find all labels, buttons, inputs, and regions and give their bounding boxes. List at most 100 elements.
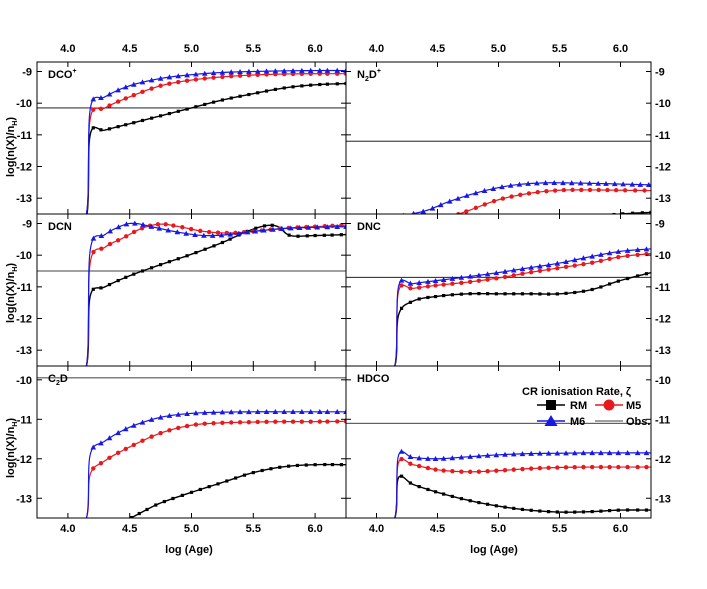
m6-point-marker bbox=[123, 221, 130, 227]
series-markers-rm bbox=[91, 223, 343, 291]
m6-point-marker bbox=[467, 453, 473, 459]
m6-point-marker bbox=[589, 450, 595, 456]
rm-point-marker bbox=[636, 274, 640, 278]
m5-point-marker bbox=[616, 254, 621, 260]
rm-point-marker bbox=[212, 244, 216, 248]
m5-point-marker bbox=[632, 188, 638, 193]
m6-point-marker bbox=[481, 187, 488, 193]
m5-point-marker bbox=[555, 465, 560, 470]
rm-point-marker bbox=[254, 226, 258, 230]
m5-point-marker bbox=[635, 252, 640, 257]
rm-point-marker bbox=[176, 109, 180, 113]
m5-point-marker bbox=[537, 465, 543, 471]
m6-point-marker bbox=[193, 410, 199, 416]
panel-dco bbox=[37, 67, 346, 214]
m6-point-marker bbox=[74, 378, 80, 383]
m6-point-marker bbox=[484, 271, 491, 277]
y-axis-title-sub: H bbox=[12, 422, 19, 427]
m5-point-marker bbox=[416, 463, 422, 469]
m6-point-marker bbox=[467, 273, 473, 279]
y-tick-label: -10 bbox=[16, 375, 32, 387]
series-markers-m6 bbox=[65, 408, 346, 540]
rm-point-marker bbox=[555, 292, 559, 296]
panel-label-c2d: C2D bbox=[48, 373, 68, 387]
rm-point-marker bbox=[225, 479, 229, 483]
m6-point-marker bbox=[432, 455, 439, 462]
m5-point-marker bbox=[459, 280, 464, 286]
m5-point-marker bbox=[115, 99, 121, 104]
m6-point-marker bbox=[510, 451, 517, 457]
m5-point-marker bbox=[131, 442, 136, 448]
m5-point-marker bbox=[528, 466, 534, 471]
rm-point-marker bbox=[567, 219, 570, 222]
m5-point-marker bbox=[464, 209, 469, 214]
m5-point-marker bbox=[220, 74, 225, 80]
m6-point-marker bbox=[236, 230, 242, 236]
m5-point-marker bbox=[140, 438, 145, 443]
m6-point-marker bbox=[139, 419, 146, 425]
m6-point-marker bbox=[115, 430, 121, 436]
rm-point-marker bbox=[107, 127, 112, 131]
m5-point-marker bbox=[450, 281, 455, 286]
m6-point-marker bbox=[493, 452, 500, 458]
series-line-m6 bbox=[408, 182, 651, 214]
m6-point-marker bbox=[577, 180, 584, 186]
rm-point-marker bbox=[124, 275, 128, 279]
m5-point-marker bbox=[563, 465, 569, 470]
m5-point-marker bbox=[83, 368, 87, 372]
x-tick-label-bottom: 5.5 bbox=[552, 523, 567, 535]
y-tick-label: -10 bbox=[655, 375, 671, 387]
m6-point-marker bbox=[174, 229, 181, 235]
y-tick-label: -11 bbox=[655, 414, 670, 426]
m6-point-marker bbox=[391, 366, 397, 371]
rm-point-marker bbox=[203, 247, 207, 251]
m6-point-marker bbox=[554, 260, 561, 266]
rm-point-marker bbox=[116, 278, 120, 283]
y-tick-label: -13 bbox=[16, 345, 32, 357]
m6-point-marker bbox=[139, 79, 146, 85]
rm-point-marker bbox=[477, 500, 481, 505]
m6-point-marker bbox=[98, 232, 105, 238]
m6-point-marker bbox=[65, 535, 71, 540]
frame-layer bbox=[36, 61, 652, 519]
legend-rm-square-icon bbox=[546, 400, 556, 410]
m6-point-marker bbox=[643, 450, 650, 456]
m5-point-marker bbox=[107, 241, 113, 247]
m5-point-marker bbox=[502, 468, 508, 473]
m5-point-marker bbox=[282, 419, 287, 424]
rm-point-marker bbox=[304, 463, 308, 467]
m5-point-marker bbox=[184, 78, 190, 83]
m6-point-marker bbox=[502, 451, 508, 457]
m6-point-marker bbox=[201, 70, 208, 76]
y-tick-label: -13 bbox=[655, 493, 671, 505]
rm-point-marker bbox=[426, 295, 430, 300]
m5-point-marker bbox=[155, 222, 161, 227]
m6-point-marker bbox=[281, 68, 287, 74]
rm-point-marker bbox=[154, 503, 158, 507]
series-line-m5 bbox=[394, 252, 651, 366]
m6-point-marker bbox=[192, 231, 198, 238]
x-tick-label-top: 6.0 bbox=[613, 43, 628, 55]
panel-ticks-c2d bbox=[37, 366, 346, 518]
legend-m5-label: M5 bbox=[626, 400, 641, 412]
rm-point-marker bbox=[573, 290, 577, 295]
m6-point-marker bbox=[272, 68, 279, 74]
rm-point-marker bbox=[203, 102, 207, 107]
m6-point-marker bbox=[132, 220, 138, 226]
m5-point-marker bbox=[476, 469, 482, 474]
m6-point-marker bbox=[83, 367, 89, 372]
rm-point-marker bbox=[344, 81, 346, 86]
m6-point-marker bbox=[429, 205, 436, 211]
rm-point-marker bbox=[529, 508, 533, 512]
rm-point-marker bbox=[278, 465, 282, 469]
rm-point-marker bbox=[242, 473, 247, 477]
x-tick-label-bottom: 6.0 bbox=[613, 523, 628, 535]
m5-point-marker bbox=[85, 517, 86, 518]
m5-point-marker bbox=[491, 198, 497, 204]
rm-point-marker bbox=[590, 510, 594, 514]
panel-frame bbox=[345, 365, 652, 519]
rm-point-marker bbox=[399, 306, 404, 310]
rm-point-marker bbox=[486, 502, 490, 506]
m6-point-marker bbox=[106, 435, 113, 441]
